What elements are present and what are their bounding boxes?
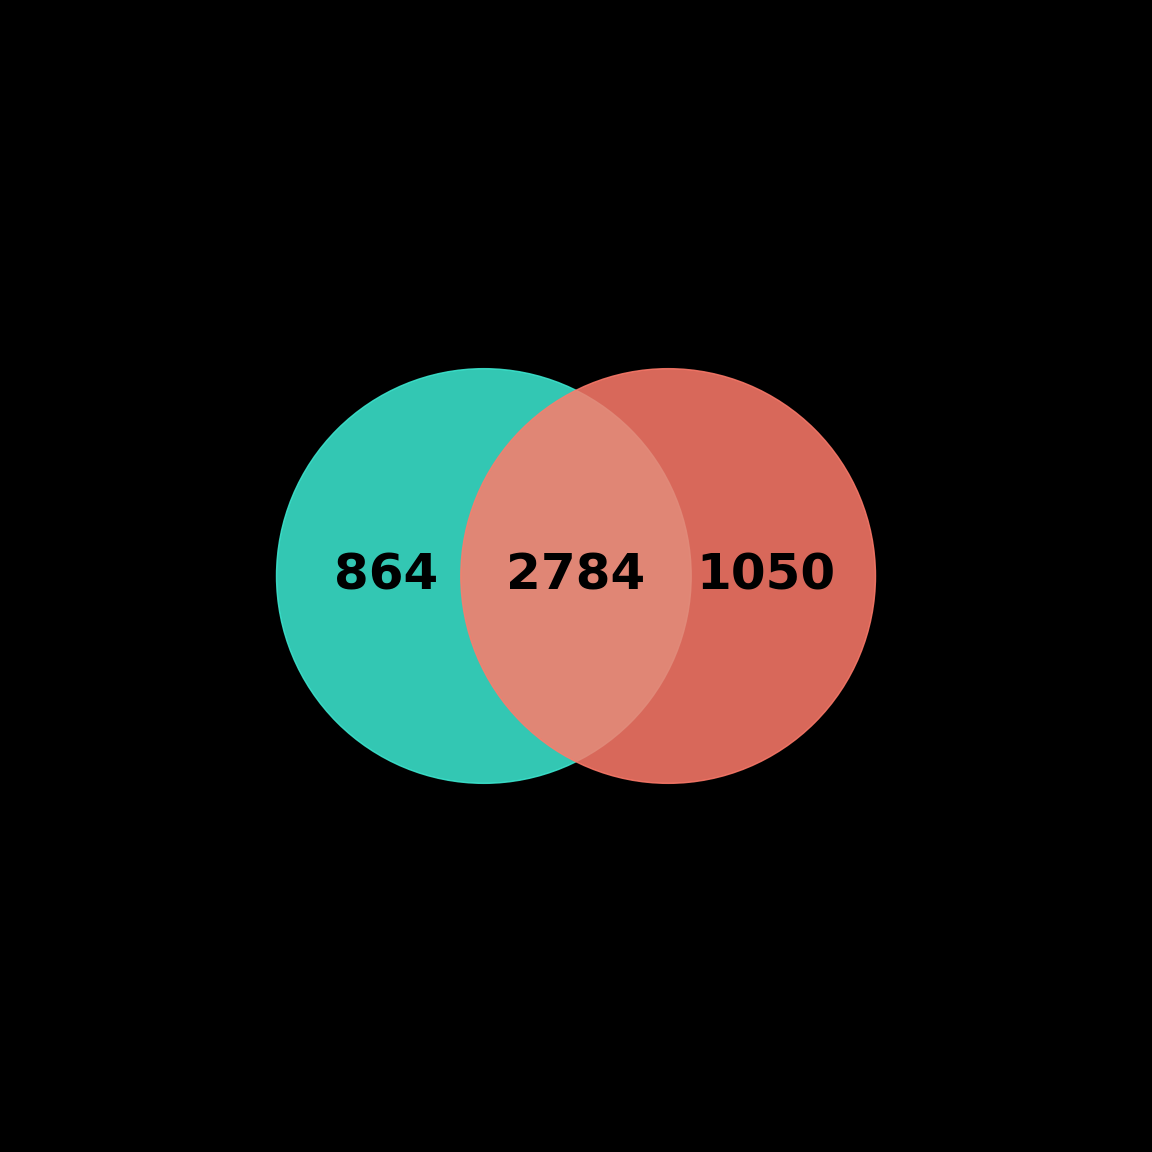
Circle shape <box>461 369 876 783</box>
Circle shape <box>276 369 691 783</box>
Text: 864: 864 <box>334 552 438 600</box>
Text: 2784: 2784 <box>507 552 645 600</box>
Text: 1050: 1050 <box>697 552 835 600</box>
